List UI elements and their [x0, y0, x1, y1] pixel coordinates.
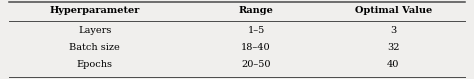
Text: Layers: Layers [78, 26, 111, 35]
Text: Batch size: Batch size [69, 43, 120, 52]
Text: 18–40: 18–40 [241, 43, 271, 52]
Text: Hyperparameter: Hyperparameter [50, 6, 140, 15]
Text: Range: Range [238, 6, 273, 15]
Text: Optimal Value: Optimal Value [355, 6, 432, 15]
Text: 3: 3 [390, 26, 397, 35]
Text: Epochs: Epochs [77, 60, 113, 69]
Text: 1–5: 1–5 [247, 26, 264, 35]
Text: 40: 40 [387, 60, 400, 69]
Text: 20–50: 20–50 [241, 60, 271, 69]
Text: 32: 32 [387, 43, 400, 52]
